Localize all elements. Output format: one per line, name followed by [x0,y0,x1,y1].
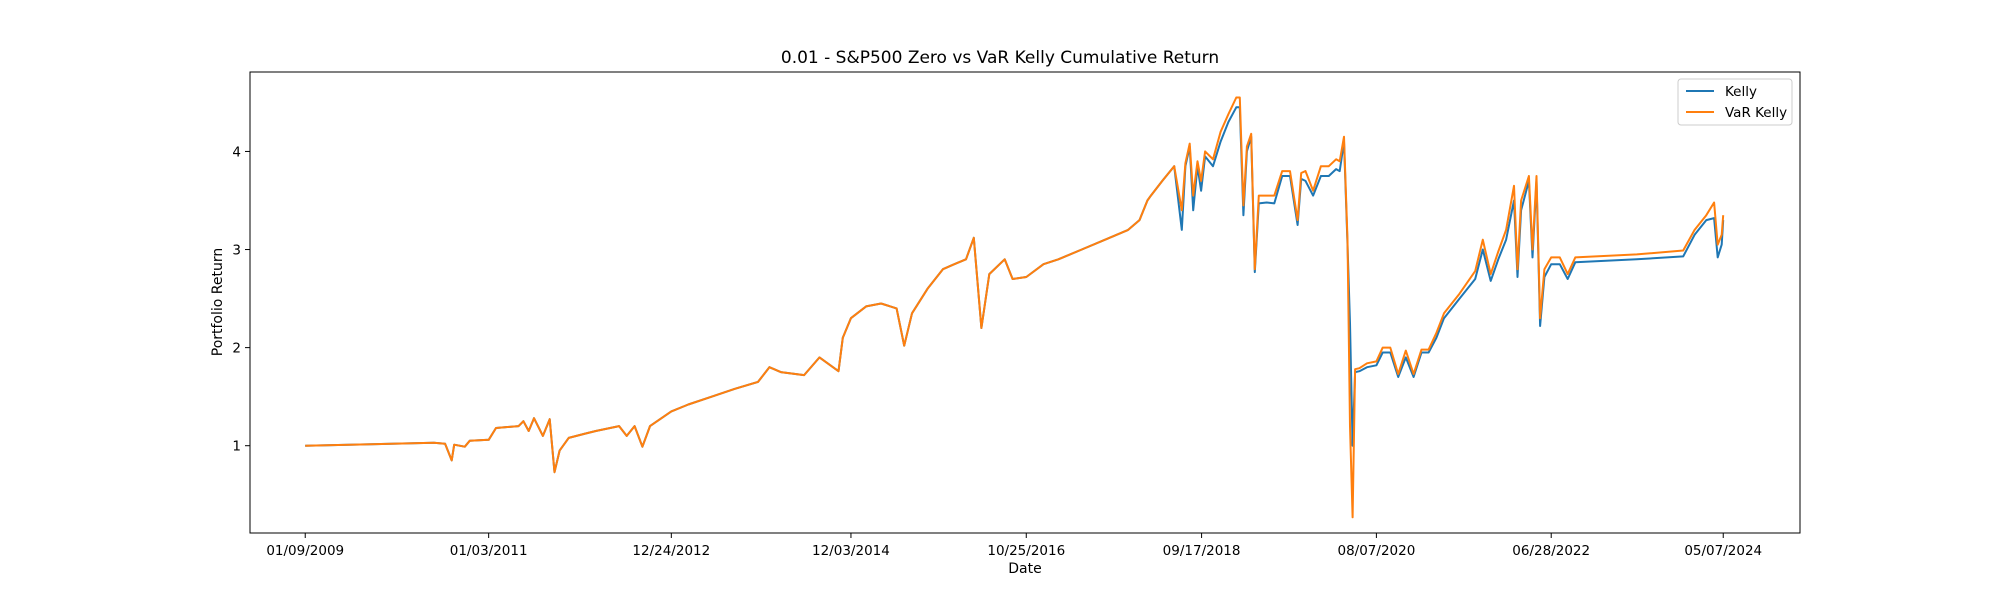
legend-label-var-kelly: VaR Kelly [1725,105,1787,121]
x-axis: 01/09/2009 01/03/2011 12/24/2012 12/03/2014… [266,533,1762,559]
y-tick-label: 4 [232,144,241,160]
x-tick-label: 12/24/2012 [632,543,710,559]
y-tick-label: 3 [232,243,241,259]
plot-area [305,96,1725,519]
x-axis-label: Date [1008,561,1041,577]
x-tick-label: 01/03/2011 [450,543,528,559]
legend-label-kelly: Kelly [1725,84,1757,100]
x-tick-label: 08/07/2020 [1337,543,1415,559]
plot-frame [249,71,1801,534]
y-tick-label: 1 [232,439,241,455]
x-tick-label: 09/17/2018 [1163,543,1241,559]
x-tick-label: 06/28/2022 [1512,543,1590,559]
y-tick-label: 2 [232,341,241,357]
y-axis: 1 2 3 4 [232,144,250,455]
y-axis-label: Portfolio Return [210,248,226,357]
x-tick-label: 12/03/2014 [812,543,890,559]
series-line-var-kelly [305,96,1725,519]
chart-title: 0.01 - S&P500 Zero vs VaR Kelly Cumulati… [781,48,1219,68]
x-tick-label: 05/07/2024 [1684,543,1762,559]
x-tick-label: 01/09/2009 [266,543,344,559]
legend: Kelly VaR Kelly [1677,78,1793,126]
x-tick-label: 10/25/2016 [987,543,1065,559]
